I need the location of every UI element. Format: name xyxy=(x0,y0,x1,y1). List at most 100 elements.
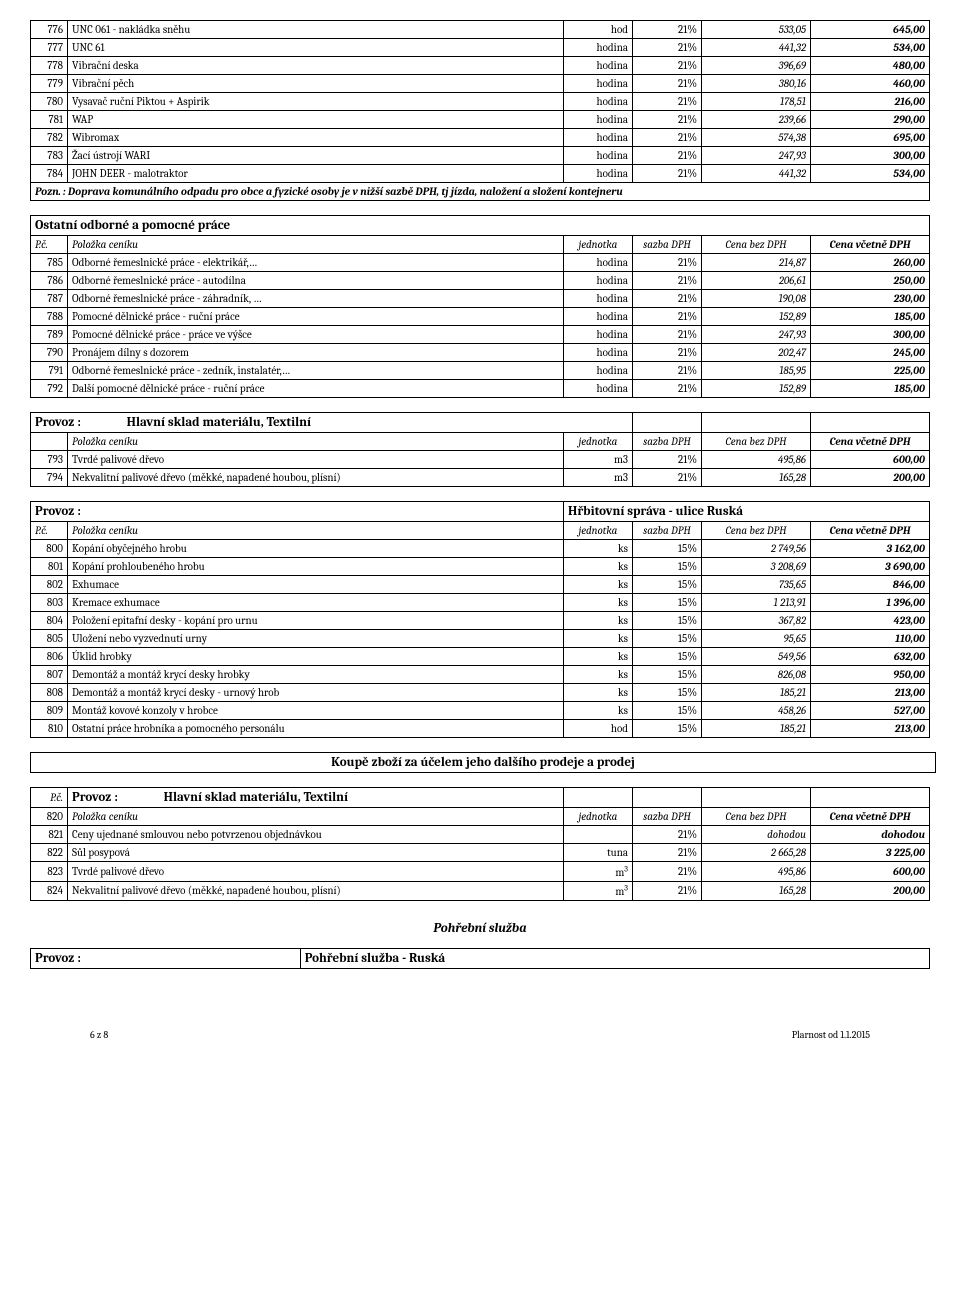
row-vat: 21% xyxy=(633,881,702,901)
row-vat: 15% xyxy=(633,702,702,720)
row-num: 821 xyxy=(31,826,68,844)
row-ex: 396,69 xyxy=(702,57,811,75)
row-vat: 21% xyxy=(633,75,702,93)
row-unit: hodina xyxy=(564,308,633,326)
row-inc: 632,00 xyxy=(811,648,930,666)
row-vat: 15% xyxy=(633,630,702,648)
row-num: 823 xyxy=(31,862,68,882)
table-row: 808Demontáž a montáž krycí desky - urnov… xyxy=(31,684,930,702)
table-row: 778Vibrační deskahodina21%396,69480,00 xyxy=(31,57,930,75)
row-desc: Pomocné dělnické práce - práce ve výšce xyxy=(68,326,564,344)
row-vat: 21% xyxy=(633,844,702,862)
table-row: 824Nekvalitní palivové dřevo (měkké, nap… xyxy=(31,881,930,901)
row-unit: hodina xyxy=(564,362,633,380)
row-vat: 21% xyxy=(633,39,702,57)
table-row: 806Úklid hrobkyks15%549,56632,00 xyxy=(31,648,930,666)
table-row: 802Exhumaceks15%735,65846,00 xyxy=(31,576,930,594)
row-unit: hod xyxy=(564,720,633,738)
row-desc: Tvrdé palivové dřevo xyxy=(68,451,564,469)
row-inc: 534,00 xyxy=(811,39,930,57)
row-ex: 2 665,28 xyxy=(702,844,811,862)
row-inc: 600,00 xyxy=(811,862,930,882)
row-ex: 441,32 xyxy=(702,39,811,57)
row-desc: Uložení nebo vyzvednutí urny xyxy=(68,630,564,648)
row-inc: 245,00 xyxy=(811,344,930,362)
row-num: 788 xyxy=(31,308,68,326)
row-num: 802 xyxy=(31,576,68,594)
table-header: P.č. Položka ceníku jednotka sazba DPH C… xyxy=(31,522,930,540)
row-vat: 21% xyxy=(633,826,702,844)
row-num: 807 xyxy=(31,666,68,684)
table-sklad1: Provoz : Hlavní sklad materiálu, Textiln… xyxy=(30,412,930,487)
row-ex: 165,28 xyxy=(702,881,811,901)
row-vat: 21% xyxy=(633,344,702,362)
row-vat: 21% xyxy=(633,129,702,147)
row-num: 778 xyxy=(31,57,68,75)
table-pohrebni-provoz: Provoz : Pohřební služba - Ruská xyxy=(30,948,930,969)
row-desc: Vibrační pěch xyxy=(68,75,564,93)
row-ex: 239,66 xyxy=(702,111,811,129)
table-row: 800Kopání obyčejného hrobuks15%2 749,563… xyxy=(31,540,930,558)
row-ex: 367,82 xyxy=(702,612,811,630)
row-vat: 21% xyxy=(633,93,702,111)
row-vat: 15% xyxy=(633,558,702,576)
table-row: 785Odborné řemeslnické práce - elektriká… xyxy=(31,254,930,272)
section-title: Ostatní odborné a pomocné práce xyxy=(31,216,930,236)
row-inc: 185,00 xyxy=(811,308,930,326)
provoz-value: Pohřební služba - Ruská xyxy=(300,949,929,969)
table-equipment: 776UNC 061 - nakládka sněhuhod21%533,056… xyxy=(30,20,930,201)
row-inc: 1 396,00 xyxy=(811,594,930,612)
row-unit: ks xyxy=(564,702,633,720)
table-row: 809Montáž kovové konzoly v hrobceks15%45… xyxy=(31,702,930,720)
row-desc: Nekvalitní palivové dřevo (měkké, napade… xyxy=(68,881,564,901)
table-row: 804Položení epitafní desky - kopání pro … xyxy=(31,612,930,630)
row-ex: 380,16 xyxy=(702,75,811,93)
row-vat: 15% xyxy=(633,540,702,558)
provoz-label: Provoz : xyxy=(35,415,81,430)
row-num: 803 xyxy=(31,594,68,612)
row-vat: 15% xyxy=(633,576,702,594)
table-row: 810Ostatní práce hrobníka a pomocného pe… xyxy=(31,720,930,738)
row-unit: ks xyxy=(564,666,633,684)
row-ex: 441,32 xyxy=(702,165,811,183)
row-ex: 202,47 xyxy=(702,344,811,362)
row-inc: 527,00 xyxy=(811,702,930,720)
row-num: 789 xyxy=(31,326,68,344)
table-row: 787Odborné řemeslnické práce - záhradník… xyxy=(31,290,930,308)
row-unit: ks xyxy=(564,648,633,666)
row-inc: 300,00 xyxy=(811,147,930,165)
row-desc: Nekvalitní palivové dřevo (měkké, napade… xyxy=(68,469,564,487)
row-num: 779 xyxy=(31,75,68,93)
provoz-row: Provoz : Pohřební služba - Ruská xyxy=(31,949,930,969)
row-num: 792 xyxy=(31,380,68,398)
table-header: 820 Položka ceníku jednotka sazba DPH Ce… xyxy=(31,808,930,826)
row-desc: Exhumace xyxy=(68,576,564,594)
table-row: 793Tvrdé palivové dřevom321%495,86600,00 xyxy=(31,451,930,469)
row-vat: 21% xyxy=(633,165,702,183)
provoz-label: Provoz : xyxy=(72,790,118,805)
row-inc: 225,00 xyxy=(811,362,930,380)
table-row: 782Wibromaxhodina21%574,38695,00 xyxy=(31,129,930,147)
row-desc: Vibrační deska xyxy=(68,57,564,75)
row-unit: hodina xyxy=(564,380,633,398)
table-header: Položka ceníku jednotka sazba DPH Cena b… xyxy=(31,433,930,451)
row-unit: hodina xyxy=(564,254,633,272)
row-unit: hodina xyxy=(564,93,633,111)
table-row: 821Ceny ujednané smlouvou nebo potvrzeno… xyxy=(31,826,930,844)
row-ex: 178,51 xyxy=(702,93,811,111)
row-unit: ks xyxy=(564,594,633,612)
provoz-value: Hlavní sklad materiálu, Textilní xyxy=(127,415,311,430)
row-vat: 21% xyxy=(633,326,702,344)
provoz-value: Hřbitovní správa - ulice Ruská xyxy=(568,504,743,519)
row-ex: 549,56 xyxy=(702,648,811,666)
row-vat: 21% xyxy=(633,111,702,129)
row-unit: m3 xyxy=(564,881,633,901)
row-num: 786 xyxy=(31,272,68,290)
row-ex: 95,65 xyxy=(702,630,811,648)
table-row: 791Odborné řemeslnické práce - zedník, i… xyxy=(31,362,930,380)
table-row: 807Demontáž a montáž krycí desky hrobkyk… xyxy=(31,666,930,684)
table-row: 789Pomocné dělnické práce - práce ve výš… xyxy=(31,326,930,344)
row-ex: 458,26 xyxy=(702,702,811,720)
row-ex: 2 749,56 xyxy=(702,540,811,558)
row-desc: Pronájem dílny s dozorem xyxy=(68,344,564,362)
